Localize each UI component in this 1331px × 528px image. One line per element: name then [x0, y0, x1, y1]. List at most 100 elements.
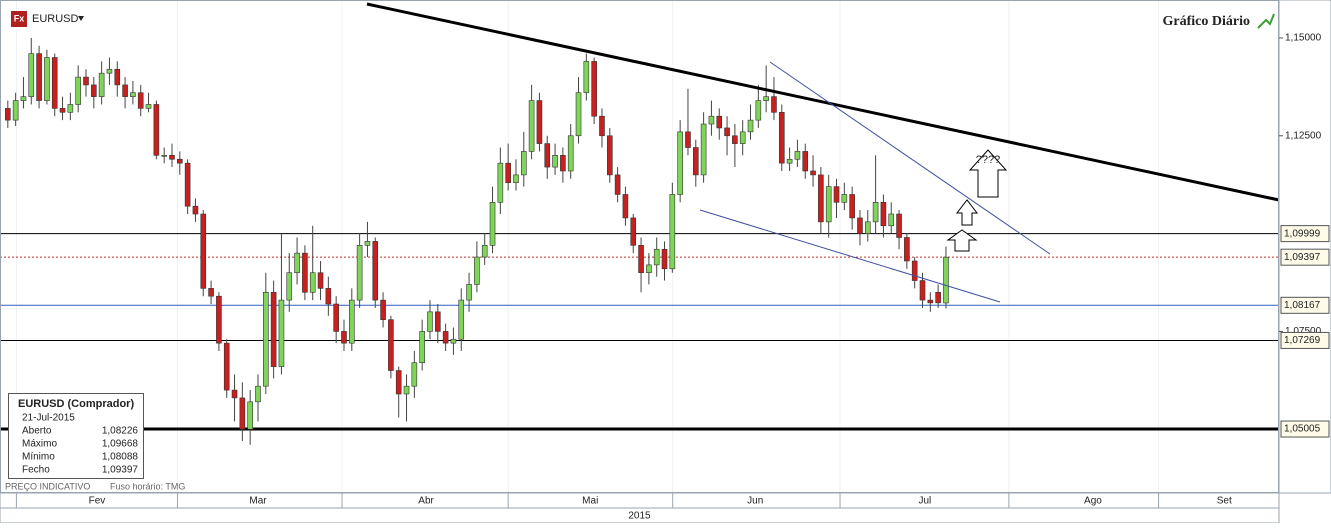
- channel-line: [769, 61, 1051, 255]
- level-marker: [1280, 296, 1330, 314]
- info-value: 1,09668: [102, 439, 139, 450]
- x-tick-label: Abr: [418, 496, 434, 507]
- footer-timezone: Fuso horário: TMG: [110, 481, 185, 491]
- candle-body: [771, 96, 777, 113]
- candle-body: [638, 245, 644, 274]
- candle-body: [685, 131, 691, 148]
- candle-body: [325, 288, 332, 305]
- candle-body: [630, 217, 637, 246]
- candle-body: [818, 174, 824, 223]
- candle-body: [91, 84, 97, 97]
- grid: [15, 0, 1160, 493]
- candle-body: [661, 248, 668, 270]
- info-value: 1,09397: [102, 465, 139, 476]
- candle-body: [223, 342, 230, 391]
- candle-body: [646, 264, 652, 274]
- info-label: Mínimo: [22, 452, 55, 463]
- candle-body: [153, 104, 160, 156]
- candle-body: [458, 299, 465, 340]
- candle-body: [919, 280, 926, 301]
- info-label: Aberto: [22, 426, 52, 437]
- candle-body: [28, 53, 35, 97]
- candle-body: [192, 205, 199, 215]
- candle-body: [943, 256, 949, 304]
- info-box: [8, 393, 144, 479]
- candle-body: [622, 194, 629, 219]
- candle-body: [935, 291, 941, 304]
- candles: [5, 37, 949, 445]
- x-tick-label: Fev: [89, 496, 106, 507]
- candle-body: [364, 241, 371, 246]
- candle-body: [896, 213, 902, 238]
- candle-body: [349, 299, 355, 344]
- candle-body: [481, 245, 488, 258]
- candle-body: [841, 194, 848, 203]
- candle-body: [388, 319, 394, 371]
- symbol-icon: [11, 11, 27, 27]
- candle-body: [825, 186, 832, 223]
- candle-body: [169, 155, 175, 160]
- candle-body: [606, 135, 613, 176]
- candle-body: [255, 385, 261, 403]
- candle-body: [67, 104, 74, 113]
- candle-body: [403, 385, 410, 395]
- x-tick-label: Mar: [249, 496, 267, 507]
- candle-body: [864, 221, 871, 234]
- candle-body: [372, 241, 379, 301]
- dropdown-caret[interactable]: [78, 16, 84, 21]
- candle-body: [513, 174, 519, 184]
- candle-body: [505, 162, 511, 184]
- level-label: 1,09397: [1284, 252, 1321, 263]
- candle-body: [263, 291, 269, 387]
- info-date: 21-Jul-2015: [22, 413, 75, 424]
- arrow: [955, 199, 979, 226]
- candle-body: [888, 213, 895, 227]
- candle-body: [356, 245, 363, 301]
- info-label: Fecho: [22, 465, 50, 476]
- candle-body: [36, 53, 42, 101]
- x-tick-label: Jun: [747, 496, 763, 507]
- candle-body: [309, 272, 316, 293]
- candle-body: [106, 68, 113, 74]
- candle-body: [411, 362, 418, 387]
- candle-body: [810, 170, 816, 176]
- level-label: 1,08167: [1284, 300, 1321, 311]
- candle-body: [880, 201, 887, 227]
- level-label: 1,07269: [1284, 335, 1321, 346]
- trend-line: [366, 2, 1280, 202]
- annotation: ????: [976, 154, 1000, 166]
- candle-body: [833, 186, 840, 203]
- candle-body: [294, 252, 300, 274]
- candle-body: [857, 217, 863, 234]
- x-tick-label: Ago: [1084, 496, 1102, 507]
- candle-body: [286, 272, 293, 301]
- candle-body: [872, 201, 879, 223]
- candle-body: [528, 100, 535, 152]
- candle-body: [614, 174, 621, 195]
- candle-body: [130, 92, 136, 97]
- arrow: [946, 229, 978, 252]
- candle-body: [184, 162, 191, 207]
- candle-body: [434, 311, 441, 332]
- y-tick-label: 1,07500: [1285, 326, 1322, 337]
- info-value: 1,08088: [102, 452, 139, 463]
- symbol[interactable]: EURUSD: [32, 13, 79, 25]
- x-axis-label: 2015: [628, 511, 651, 522]
- icon-text: Fx: [14, 13, 25, 23]
- candle-body: [466, 284, 472, 301]
- trend-icon: [1257, 13, 1275, 29]
- candle-body: [208, 288, 214, 297]
- candle-body: [51, 57, 58, 109]
- candle-body: [560, 155, 566, 172]
- candle-body: [653, 248, 660, 266]
- candle-body: [231, 389, 238, 399]
- candle-body: [520, 151, 527, 176]
- candle-body: [247, 401, 253, 430]
- candle-body: [489, 201, 496, 246]
- level-marker: [1280, 248, 1330, 266]
- candle-body: [763, 96, 769, 101]
- candle-body: [270, 291, 277, 367]
- levels: [0, 233, 1279, 431]
- candle-body: [849, 194, 855, 219]
